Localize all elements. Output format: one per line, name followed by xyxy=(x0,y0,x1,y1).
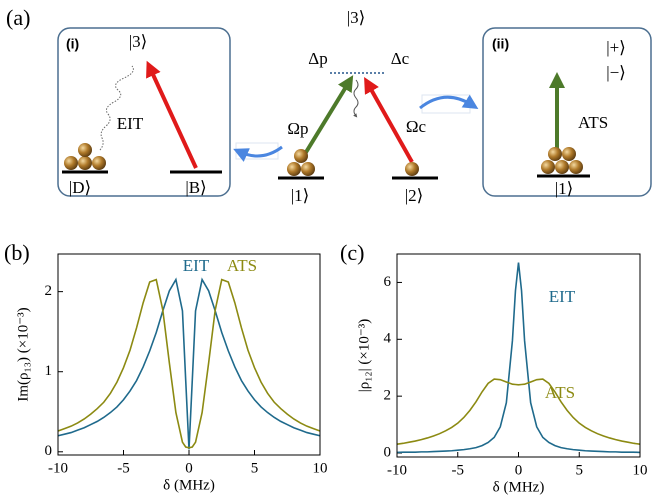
series-line xyxy=(396,378,641,446)
y-tick-label: 6 xyxy=(384,274,392,290)
process-label: EIT xyxy=(117,114,144,133)
inset-label: (i) xyxy=(66,36,79,52)
state-label: |B⟩ xyxy=(185,178,206,197)
series-label: ATS xyxy=(227,256,257,275)
y-tick-label: 2 xyxy=(384,388,392,404)
x-tick-label: -10 xyxy=(387,462,407,478)
x-tick-label: 10 xyxy=(633,462,648,478)
x-tick-label: 10 xyxy=(313,460,328,476)
panel-a: (a) (i) |3⟩ EIT |D⟩ |B⟩ |3⟩ Δp Δc Ωp Ωc … xyxy=(6,5,652,205)
y-tick-label: 0 xyxy=(384,444,392,460)
atom xyxy=(287,162,301,176)
atom xyxy=(541,160,555,174)
panel-label: (c) xyxy=(340,240,364,265)
x-tick-label: -5 xyxy=(452,462,465,478)
rabi-label: Ωp xyxy=(287,119,308,138)
rabi-label: Ωc xyxy=(406,117,427,136)
y-tick-label: 2 xyxy=(45,283,53,299)
process-label: ATS xyxy=(578,113,608,132)
state-label: |1⟩ xyxy=(291,186,310,205)
coupling-arrow xyxy=(364,77,414,163)
atom xyxy=(92,156,106,170)
atom xyxy=(405,162,419,176)
x-tick-label: -10 xyxy=(48,460,68,476)
panel-label: (a) xyxy=(6,5,30,30)
series-label: ATS xyxy=(545,383,575,402)
pointer-arrow xyxy=(419,94,479,110)
state-label: |−⟩ xyxy=(606,63,626,82)
x-axis-label: δ (MHz) xyxy=(163,477,215,493)
x-axis-label: δ (MHz) xyxy=(493,479,545,495)
decay xyxy=(99,65,134,151)
coupling-arrow xyxy=(146,60,198,169)
decay xyxy=(353,79,359,118)
x-tick-label: 5 xyxy=(576,462,584,478)
panel-label: (b) xyxy=(4,240,30,265)
atom xyxy=(555,160,569,174)
state-label: |D⟩ xyxy=(69,178,91,197)
atom xyxy=(78,143,92,157)
state-label: |3⟩ xyxy=(129,32,148,51)
atom xyxy=(569,160,583,174)
atom xyxy=(64,156,78,170)
y-tick-label: 1 xyxy=(45,363,53,379)
inset-label: (ii) xyxy=(492,36,509,52)
state-label: |3⟩ xyxy=(347,8,366,27)
series-line xyxy=(57,277,321,450)
probe-arrow xyxy=(298,75,354,164)
x-tick-label: -5 xyxy=(117,460,130,476)
y-tick-label: 4 xyxy=(384,331,392,347)
atom xyxy=(301,162,315,176)
y-axis-label: Im(ρ₁₃) (×10⁻³) xyxy=(15,307,31,401)
y-tick-label: 0 xyxy=(45,443,53,459)
state-label: |2⟩ xyxy=(405,186,424,205)
inset-box xyxy=(57,27,231,197)
x-tick-label: 0 xyxy=(515,462,523,478)
state-label: |1⟩ xyxy=(555,179,574,198)
series-line xyxy=(396,262,641,454)
x-tick-label: 0 xyxy=(185,460,193,476)
atom xyxy=(548,147,562,161)
x-tick-label: 5 xyxy=(251,460,259,476)
inset-box xyxy=(482,27,652,197)
plot-frame xyxy=(396,253,641,458)
atom xyxy=(294,149,308,163)
charts: (b) -10 -5 0 5 10 0 1 2 δ (MHz) Im(ρ₁₃) (×10⁻³) EIT… xyxy=(4,240,648,495)
series-label: EIT xyxy=(183,256,210,275)
state-label: |+⟩ xyxy=(606,38,626,57)
plot-frame xyxy=(57,253,321,456)
y-axis-label: |ρ₁₂| (×10⁻³) xyxy=(356,319,372,393)
detuning-label: Δc xyxy=(391,49,410,68)
detuning-label: Δp xyxy=(308,49,327,68)
atom xyxy=(78,156,92,170)
series-line xyxy=(57,278,321,449)
atom xyxy=(562,147,576,161)
series-label: EIT xyxy=(549,287,576,306)
pointer-arrow xyxy=(233,145,283,162)
